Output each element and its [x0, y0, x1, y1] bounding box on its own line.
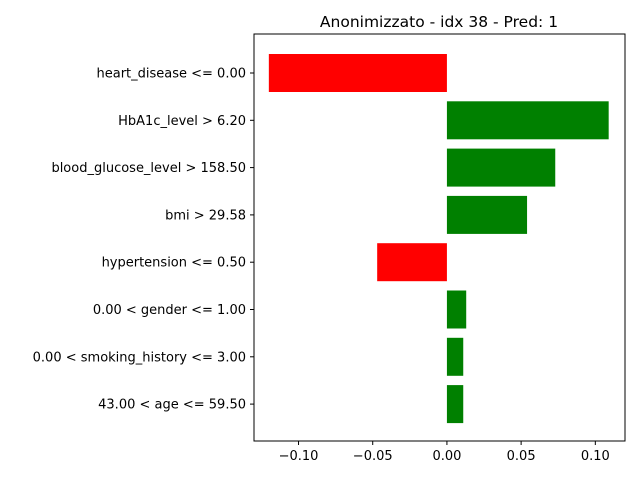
- bar: [446, 148, 556, 187]
- bar: [446, 290, 467, 329]
- bars-group: [268, 54, 609, 424]
- y-tick-label: 0.00 < gender <= 1.00: [93, 303, 246, 318]
- y-tick-label: bmi > 29.58: [165, 208, 246, 223]
- x-tick-label: 0.05: [507, 449, 536, 464]
- y-tick-label: blood_glucose_level > 158.50: [51, 161, 246, 176]
- chart-title: Anonimizzato - idx 38 - Pred: 1: [320, 13, 558, 31]
- x-tick-label: −0.05: [353, 449, 393, 464]
- y-tick-label: 43.00 < age <= 59.50: [98, 398, 246, 413]
- y-tick-label: HbA1c_level > 6.20: [118, 114, 246, 129]
- bar: [377, 243, 447, 282]
- x-axis: −0.10 −0.05 0.00 0.05 0.10: [279, 441, 610, 464]
- x-tick-label: 0.00: [432, 449, 461, 464]
- y-tick-label: heart_disease <= 0.00: [96, 67, 246, 82]
- y-tick-label: 0.00 < smoking_history <= 3.00: [33, 350, 246, 365]
- bar: [446, 337, 464, 376]
- bar: [268, 54, 447, 92]
- y-axis: heart_disease <= 0.00 HbA1c_level > 6.20 b…: [33, 67, 254, 413]
- bar: [446, 101, 609, 140]
- bar: [446, 385, 464, 424]
- bar: [446, 195, 528, 234]
- y-tick-label: hypertension <= 0.50: [102, 256, 246, 271]
- plot-frame: [253, 33, 626, 442]
- x-tick-label: 0.10: [581, 449, 610, 464]
- x-tick-label: −0.10: [279, 449, 319, 464]
